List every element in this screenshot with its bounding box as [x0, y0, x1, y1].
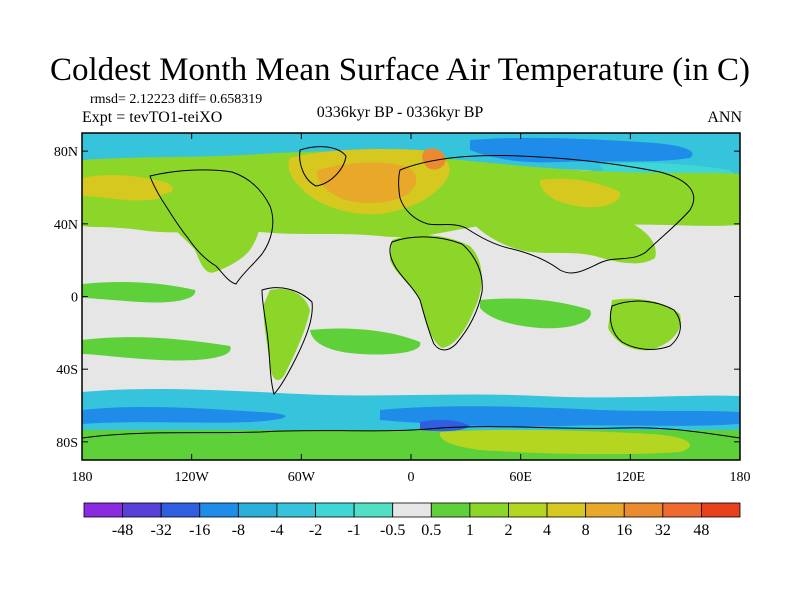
y-tick-label: 0 — [71, 291, 78, 306]
colorbar-swatch — [469, 502, 509, 518]
asia-warm-patch — [540, 178, 621, 208]
colorbar-label: 8 — [582, 522, 590, 539]
colorbar-label: -32 — [151, 522, 172, 539]
coast-africa — [389, 236, 483, 351]
colorbar-swatch — [585, 502, 625, 518]
rmsd-label: rmsd= 2.12223 diff= 0.658319 — [90, 92, 263, 107]
africa-green — [390, 234, 482, 348]
antarctica-warm — [439, 429, 690, 455]
colorbar-label: -8 — [232, 522, 245, 539]
colorbar-label: 4 — [543, 522, 551, 539]
colorbar-swatch — [237, 502, 278, 518]
colorbar-swatch — [83, 502, 123, 518]
colorbar-label: 32 — [655, 522, 671, 539]
season-label: ANN — [707, 109, 742, 126]
y-axis: 80N 40N 0 40S 80S — [54, 145, 740, 451]
coast-south-america — [261, 287, 313, 395]
colorbar-label: -16 — [189, 522, 210, 539]
x-tick-label: 0 — [408, 470, 415, 485]
colorbar-label: -4 — [270, 522, 283, 539]
coast-greenland — [299, 146, 347, 187]
colorbar-swatch — [160, 502, 201, 518]
colorbar-label: 16 — [616, 522, 632, 539]
south-pacific-green — [82, 337, 231, 361]
colorbar: -48 -32 -16 -8 -4 -2 -1 -0.5 0.5 1 2 4 8 16 32 48 — [83, 502, 741, 539]
coast-eurasia — [398, 155, 695, 274]
coast-australia — [609, 300, 681, 350]
x-tick-label: 120W — [175, 470, 210, 485]
x-tick-label: 120E — [616, 470, 646, 485]
colorbar-swatch — [701, 502, 741, 518]
colorbar-swatch — [122, 502, 162, 518]
y-tick-label: 40N — [54, 218, 78, 233]
australia-green — [608, 298, 681, 351]
colorbar-label: 48 — [693, 522, 709, 539]
x-axis: 180 120W 60W 0 60E 120E 180 — [72, 133, 751, 485]
experiment-label: Expt = tevTO1-teiXO — [82, 109, 223, 126]
colorbar-swatch — [392, 502, 432, 518]
colorbar-label: 0.5 — [421, 522, 441, 539]
y-tick-label: 80S — [56, 436, 78, 451]
north-atlantic-orange — [317, 162, 417, 204]
x-tick-label: 60E — [509, 470, 532, 485]
south-atlantic-green — [310, 328, 421, 355]
y-tick-label: 40S — [56, 363, 78, 378]
south-america-green — [263, 288, 310, 381]
colorbar-swatch — [276, 502, 316, 518]
colorbar-swatch — [623, 502, 664, 518]
north-pacific-warm — [82, 175, 173, 201]
colorbar-label: -1 — [347, 522, 360, 539]
colorbar-label: -0.5 — [380, 522, 405, 539]
pacific-green-streak — [82, 282, 196, 303]
indian-ocean-green — [480, 298, 591, 329]
chart-title: Coldest Month Mean Surface Air Temperatu… — [50, 52, 750, 88]
southern-ocean-blue-2 — [380, 406, 740, 427]
coast-antarctica — [82, 426, 740, 439]
colorbar-label: 2 — [504, 522, 512, 539]
colorbar-label: -2 — [309, 522, 322, 539]
colorbar-swatch — [430, 502, 471, 518]
colorbar-label: -48 — [112, 522, 133, 539]
colorbar-swatch — [662, 502, 702, 518]
colorbar-swatch — [199, 502, 239, 518]
temperature-field — [82, 133, 740, 460]
x-tick-label: 180 — [730, 470, 751, 485]
x-tick-label: 180 — [72, 470, 93, 485]
colorbar-label: 1 — [466, 522, 474, 539]
colorbar-swatch — [353, 502, 394, 518]
coast-north-america — [149, 169, 274, 285]
asia-green — [470, 198, 656, 264]
coastlines — [82, 146, 740, 439]
x-tick-label: 60W — [288, 470, 316, 485]
scandinavia-warm — [422, 148, 446, 170]
southern-ocean-blue — [82, 406, 286, 424]
north-america-green — [160, 189, 261, 273]
colorbar-swatch — [546, 502, 587, 518]
colorbar-swatch — [315, 502, 355, 518]
colorbar-swatch — [508, 502, 548, 518]
y-tick-label: 80N — [54, 145, 78, 160]
period-label: 0336kyr BP - 0336kyr BP — [316, 104, 484, 121]
